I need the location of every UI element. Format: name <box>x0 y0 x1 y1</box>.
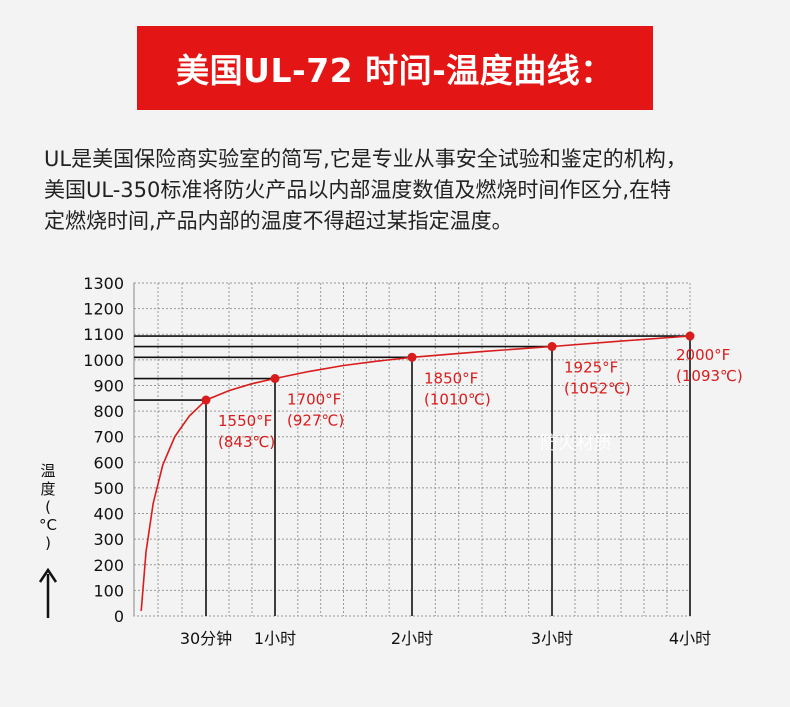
time-temperature-chart: 0 100 200 300 400 500 600 700 800 900 1000 1100 1200… <box>83 274 743 648</box>
y-tick-label: 1000 <box>83 351 124 370</box>
data-label-celsius: (1052℃) <box>564 380 631 398</box>
data-label-celsius: (1093℃) <box>676 367 743 385</box>
data-label-celsius: (1010℃) <box>424 390 491 408</box>
y-axis-label-char: ( <box>45 498 51 516</box>
y-axis-label-char: °C <box>39 516 57 534</box>
y-tick-label: 100 <box>93 581 124 600</box>
x-tick-label: 2小时 <box>391 629 433 648</box>
data-label-celsius: (927℃) <box>287 412 344 430</box>
y-axis-ticks: 0 100 200 300 400 500 600 700 800 900 1000 1100 1200… <box>83 274 124 626</box>
y-tick-label: 800 <box>93 402 124 421</box>
y-axis-label-char: 温 <box>40 462 56 480</box>
y-tick-label: 400 <box>93 505 124 524</box>
intro-line: 美国UL-350标准将防火产品以内部温度数值及燃烧时间作区分,在特 <box>44 178 672 202</box>
data-point <box>685 331 695 341</box>
data-point <box>407 352 417 362</box>
y-axis-label-char: 度 <box>40 480 56 498</box>
x-tick-label: 4小时 <box>669 629 711 648</box>
data-label-fahrenheit: 2000°F <box>676 346 730 364</box>
intro-line: 定燃烧时间,产品内部的温度不得超过某指定温度。 <box>44 209 513 233</box>
data-labels: 1550°F (843℃) 1700°F (927℃) 1850°F (1010℃) 192… <box>218 346 743 451</box>
data-point <box>547 342 557 352</box>
data-label-fahrenheit: 1925°F <box>564 359 618 377</box>
y-tick-label: 200 <box>93 556 124 575</box>
data-point <box>201 395 211 405</box>
x-axis-ticks: 30分钟 1小时 2小时 3小时 4小时 <box>180 629 711 648</box>
y-axis-label-char: ) <box>45 534 51 552</box>
data-label-fahrenheit: 1700°F <box>287 391 341 409</box>
y-tick-label: 500 <box>93 479 124 498</box>
y-tick-label: 600 <box>93 453 124 472</box>
x-tick-label: 1小时 <box>254 629 296 648</box>
title-banner: 美国UL-72 时间-温度曲线： <box>137 26 653 110</box>
y-tick-label: 1300 <box>83 274 124 293</box>
watermark-text: 防火材质 <box>540 433 612 454</box>
temperature-curve <box>140 335 691 611</box>
y-tick-label: 300 <box>93 530 124 549</box>
data-points <box>201 331 695 405</box>
data-label-fahrenheit: 1550°F <box>218 412 272 430</box>
y-tick-label: 700 <box>93 428 124 447</box>
y-axis-label: 温 度 ( °C ) <box>36 462 60 552</box>
x-tick-label: 3小时 <box>531 629 573 648</box>
page-title: 美国UL-72 时间-温度曲线： <box>176 51 614 90</box>
up-arrow-icon <box>38 567 58 618</box>
intro-line: UL是美国保险商实验室的简写,它是专业从事安全试验和鉴定的机构， <box>44 147 687 171</box>
chart-guides <box>134 335 691 616</box>
x-tick-label: 30分钟 <box>180 629 232 648</box>
data-point <box>270 374 280 384</box>
y-tick-label: 1100 <box>83 325 124 344</box>
y-tick-label: 1200 <box>83 300 124 319</box>
intro-paragraph: UL是美国保险商实验室的简写,它是专业从事安全试验和鉴定的机构， 美国UL-35… <box>44 144 784 237</box>
data-label-celsius: (843℃) <box>218 433 275 451</box>
y-tick-label: 0 <box>114 607 124 626</box>
plot-border <box>133 282 691 617</box>
y-tick-label: 900 <box>93 376 124 395</box>
data-label-fahrenheit: 1850°F <box>424 369 478 387</box>
